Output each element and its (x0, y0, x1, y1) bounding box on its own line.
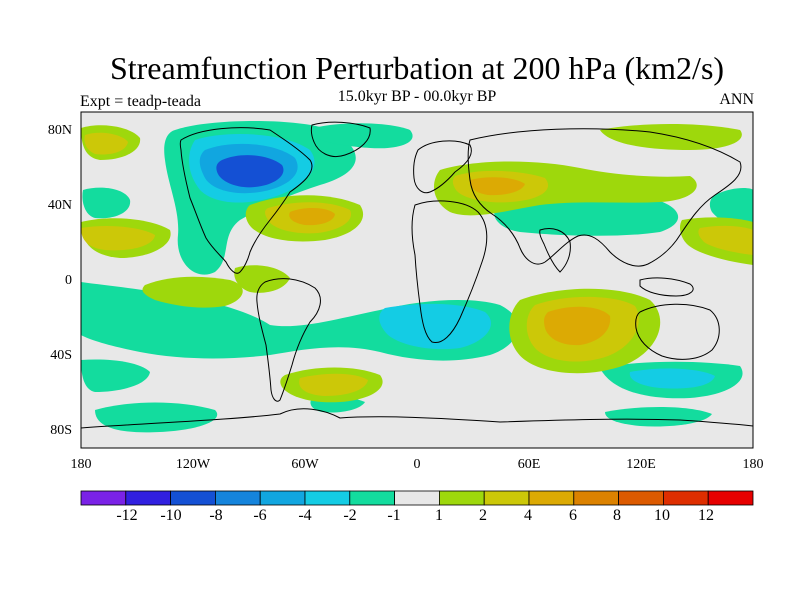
pos-contour-south-atlantic-2 (299, 373, 368, 396)
lat-tick-80n: 80N (47, 123, 72, 138)
coast-australia (635, 303, 720, 360)
pos-contour-pacific-mid-2 (81, 226, 155, 251)
lon-tick-120e: 120E (626, 457, 656, 472)
lon-tick-120w: 120W (175, 457, 211, 472)
pos-contour-east-pacific (142, 276, 243, 308)
colorbar-swatch-5 (259, 490, 306, 506)
colorbar-label-12: 8 (613, 507, 621, 524)
colorbar-label-8: 1 (435, 507, 443, 524)
colorbar-label-9: 2 (479, 507, 487, 524)
lon-tick-180e: 180 (742, 457, 764, 472)
coast-africa (411, 200, 488, 344)
pos-contour-west-pacific-2 (698, 225, 753, 255)
colorbar-label-2: -10 (160, 507, 182, 524)
colorbar-label-13: 10 (654, 507, 670, 524)
colorbar-swatch-12 (573, 490, 619, 506)
coast-south-america (256, 278, 321, 402)
coast-europe (413, 140, 472, 194)
colorbar-label-10: 4 (524, 507, 532, 524)
colorbar-label-1: -12 (116, 507, 138, 524)
colorbar-label-7: -1 (387, 507, 401, 524)
colorbar-label-4: -6 (253, 507, 267, 524)
colorbar-swatch-7 (349, 490, 395, 506)
neg-contour-south-pacific (81, 359, 150, 392)
colorbar-swatch-9 (438, 490, 485, 506)
experiment-label: Expt = teadp-teada (80, 93, 201, 110)
neg-contour-southern-indian-2 (629, 368, 715, 389)
neg-contour-antarctic-indian (605, 406, 712, 427)
lon-tick-60w: 60W (291, 457, 319, 472)
colorbar-swatch-8 (394, 490, 440, 506)
chart-title: Streamfunction Perturbation at 200 hPa (… (109, 50, 725, 86)
colorbar-swatch-13 (618, 490, 664, 506)
colorbar-swatch-3 (170, 490, 216, 506)
coast-maritime-continent (639, 277, 694, 297)
colorbar (80, 490, 754, 506)
colorbar-swatch-2 (125, 490, 172, 506)
pos-contour-south-indian-3 (544, 306, 611, 346)
lat-tick-40s: 40S (50, 348, 72, 363)
colorbar-label-6: -2 (343, 507, 357, 524)
pos-contour-north-atlantic-3 (289, 208, 335, 226)
chart-subtitle: 15.0kyr BP - 00.0kyr BP (337, 88, 497, 105)
colorbar-swatch-6 (304, 490, 351, 506)
coast-india (539, 228, 571, 273)
pos-contour-europe-asia-3 (469, 177, 525, 196)
pos-contour-subtropical-pacific (234, 265, 290, 293)
pos-contour-north-pacific-2 (84, 132, 128, 155)
colorbar-swatch-15 (707, 490, 754, 506)
coastlines (81, 121, 753, 429)
coast-greenland (310, 121, 371, 157)
lon-tick-180w: 180 (70, 457, 92, 472)
colorbar-swatch-11 (528, 490, 575, 506)
colorbar-swatch-1 (80, 490, 127, 506)
coast-antarctica (81, 408, 753, 429)
contour-fields (81, 121, 753, 433)
lat-tick-80s: 80S (50, 423, 72, 438)
colorbar-swatch-4 (214, 490, 261, 506)
coast-north-america (179, 127, 313, 274)
colorbar-swatch-14 (663, 490, 709, 506)
colorbar-swatch-10 (483, 490, 530, 506)
lon-tick-60e: 60E (517, 457, 541, 472)
colorbar-label-3: -8 (209, 507, 223, 524)
lat-tick-0: 0 (65, 273, 72, 288)
coast-asia (467, 128, 742, 267)
neg-contour-pacific-west (82, 187, 131, 219)
neg-contour-asia-band (494, 196, 679, 236)
colorbar-label-11: 6 (569, 507, 577, 524)
season-label: ANN (719, 91, 754, 108)
neg-contour-south-atlantic (379, 303, 491, 350)
lat-tick-40n: 40N (47, 198, 72, 213)
neg-contour-canada-4 (216, 155, 284, 188)
lon-tick-0: 0 (413, 457, 421, 472)
colorbar-label-14: 12 (698, 507, 714, 524)
neg-contour-arctic (305, 123, 413, 149)
map-frame (80, 111, 754, 449)
colorbar-label-5: -4 (298, 507, 312, 524)
